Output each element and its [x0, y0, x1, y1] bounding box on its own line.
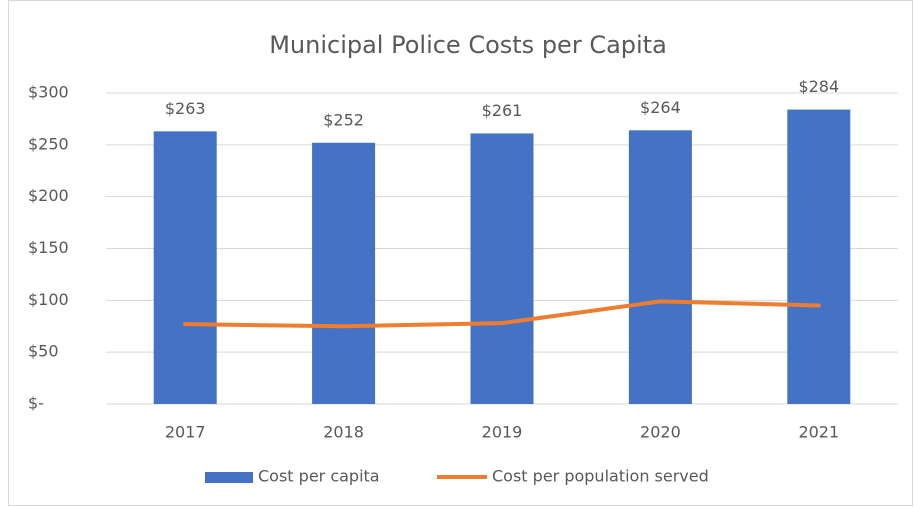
- data-label: $263: [165, 99, 206, 118]
- legend-label: Cost per population served: [492, 467, 709, 486]
- data-label: $261: [482, 101, 523, 120]
- bar: [153, 131, 217, 404]
- data-label: $264: [640, 98, 681, 117]
- y-tick-label: $50: [28, 342, 59, 361]
- bar: [470, 133, 534, 404]
- x-tick-label: 2018: [323, 423, 364, 442]
- chart-frame: [8, 0, 913, 506]
- y-tick-label: $300: [28, 83, 69, 102]
- x-tick-label: 2021: [798, 423, 839, 442]
- y-tick-label: $150: [28, 238, 69, 257]
- data-label: $252: [323, 110, 364, 129]
- x-tick-label: 2020: [640, 423, 681, 442]
- bar: [628, 130, 692, 404]
- legend-swatch: [205, 472, 253, 483]
- data-label: $284: [798, 77, 839, 96]
- y-tick-label: $250: [28, 134, 69, 153]
- x-tick-label: 2017: [165, 423, 206, 442]
- bar: [312, 142, 376, 404]
- line: [183, 299, 821, 329]
- chart-title: Municipal Police Costs per Capita: [269, 31, 667, 59]
- y-tick-label: $-: [28, 394, 44, 413]
- legend-label: Cost per capita: [258, 467, 380, 486]
- y-tick-label: $200: [28, 186, 69, 205]
- bar: [787, 109, 851, 404]
- y-tick-label: $100: [28, 290, 69, 309]
- x-tick-label: 2019: [482, 423, 523, 442]
